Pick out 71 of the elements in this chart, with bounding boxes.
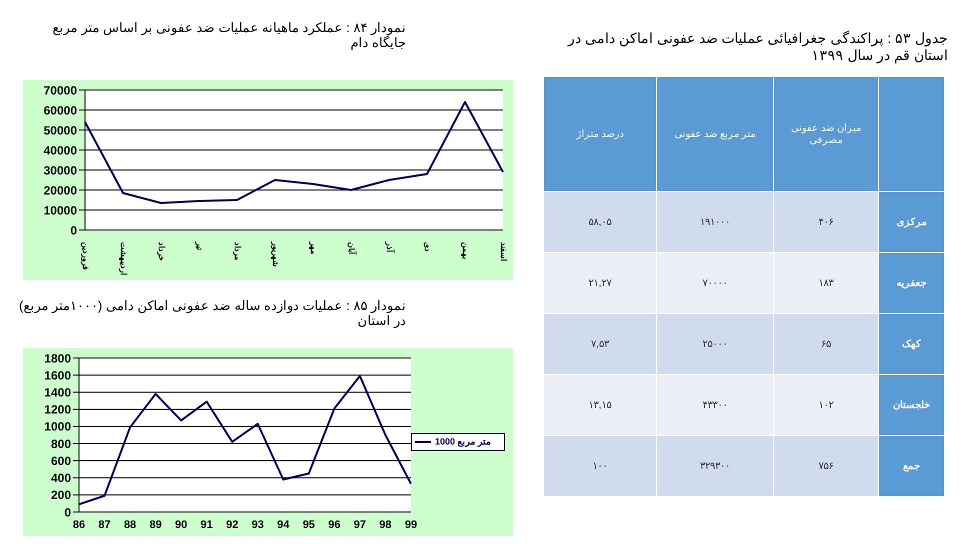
row-header-cell: جعفریه	[878, 252, 944, 314]
text: جدول ۵۳ : پراکندگی جغرافیائی عملیات ضد عفونی اماکن دامی در استان قم در سال ۱۳۹۹	[566, 30, 948, 64]
y-tick-label: 10000	[44, 203, 78, 218]
x-tick-label: دی	[422, 242, 432, 252]
y-tick-label: 70000	[44, 83, 78, 98]
x-tick-label: 92	[226, 518, 238, 531]
column-header-cell: درصد متراژ	[544, 76, 656, 192]
y-tick-label: 20000	[44, 183, 78, 198]
x-tick-label: 96	[328, 518, 340, 531]
table-cell: ۱۰۲	[774, 374, 878, 436]
x-tick-label: 94	[277, 518, 290, 531]
x-tick-label: 98	[379, 518, 392, 531]
y-tick-label: 60000	[44, 103, 78, 118]
y-tick-label: 200	[50, 488, 72, 502]
y-tick-label: 1200	[44, 402, 72, 417]
y-tick-label: 30000	[44, 163, 78, 178]
table-cell: ۲۱,۲۷	[544, 252, 656, 314]
row-header-cell: کهک	[878, 314, 944, 374]
x-tick-label: مهر	[308, 241, 318, 254]
x-tick-label: مرداد	[232, 242, 242, 260]
y-tick-label: 600	[50, 454, 72, 468]
x-tick-label: 91	[200, 518, 213, 531]
y-tick-label: 1000	[44, 420, 72, 434]
y-tick-label: 1600	[44, 368, 72, 382]
x-tick-label: آذر	[384, 241, 396, 253]
x-tick-label: آبان	[346, 242, 358, 255]
x-tick-label: شهریور	[270, 241, 280, 267]
y-tick-label: 50000	[44, 123, 78, 138]
column-header-cell: متر مربع ضد عفونی	[656, 76, 774, 192]
legend-label: متر مربع 1000	[434, 436, 491, 446]
table-cell: ۱۹۱۰۰۰	[656, 192, 774, 252]
table-cell: ۷۵۶	[774, 436, 878, 496]
table-cell: ۴۰۶	[774, 192, 878, 252]
y-tick-label: 0	[70, 223, 78, 238]
table-cell: ۱۸۳	[774, 252, 878, 314]
x-tick-label: فروردین	[80, 242, 90, 270]
x-tick-label: خرداد	[156, 242, 166, 261]
chart-title: نمودار ۸۵ : عملیات دوازده ساله ضد عفونی اماکن دامی (۱۰۰۰متر مربع) در استان	[18, 298, 406, 328]
table-cell: ۳۲۹۳۰۰	[656, 436, 774, 496]
table-cell: ۴۳۳۰۰	[656, 374, 774, 436]
x-tick-label: 93	[252, 518, 264, 531]
x-tick-label: 86	[72, 518, 86, 531]
y-tick-label: 1800	[44, 351, 72, 366]
table-cell: ۶۵	[774, 314, 878, 374]
x-tick-label: تیر	[194, 241, 204, 251]
y-tick-label: 40000	[44, 143, 78, 158]
row-header-cell: جمع	[878, 436, 944, 496]
table-cell: ۵۸,۰۵	[544, 192, 656, 252]
y-tick-label: 0	[64, 505, 72, 520]
x-tick-label: 95	[302, 518, 315, 531]
x-tick-label: 90	[175, 518, 188, 531]
row-header-cell: خلجستان	[878, 374, 944, 436]
x-tick-label: 88	[124, 518, 136, 531]
x-tick-label: اردیبهشت	[118, 242, 128, 275]
x-tick-label: اسفند	[498, 242, 508, 261]
x-tick-label: 87	[98, 518, 111, 531]
x-tick-label: بهمن	[460, 242, 470, 259]
table-cell: ۲۵۰۰۰	[656, 314, 774, 374]
y-tick-label: 1400	[44, 385, 72, 400]
y-tick-label: 800	[50, 436, 72, 451]
chart-title: نمودار ۸۴ : عملکرد ماهیانه عملیات ضد عفونی بر اساس متر مربع جایگاه دام	[52, 20, 406, 50]
table-cell: ۷,۵۳	[544, 314, 656, 374]
column-header-cell: میزان ضد عفونی مصرفی	[774, 76, 878, 192]
table-cell: ۱۰۰	[544, 436, 656, 496]
x-tick-label: 89	[149, 518, 162, 531]
x-tick-label: 99	[404, 518, 418, 531]
table-cell: ۷۰۰۰۰	[656, 252, 774, 314]
y-tick-label: 400	[50, 471, 72, 486]
row-header-cell: مرکزی	[878, 192, 944, 252]
x-tick-label: 97	[354, 518, 366, 531]
table-cell: ۱۳,۱۵	[544, 374, 656, 436]
